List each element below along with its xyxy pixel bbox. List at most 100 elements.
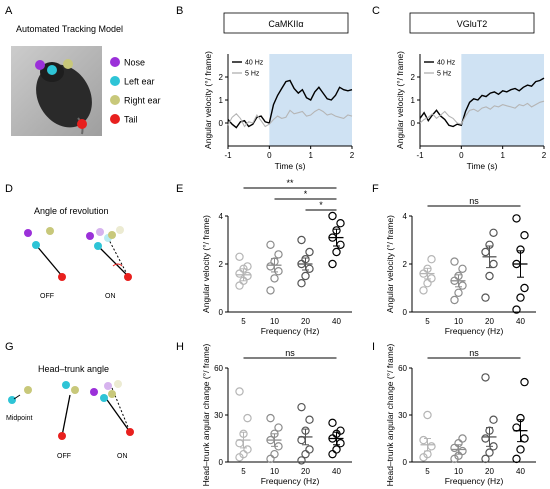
panel-label-e: E — [176, 183, 183, 195]
x-tick-label-1: 10 — [454, 317, 463, 326]
chart-b: CaMKIIα -1 0 1 2 0 1 2 Time (s) Angular velocity … — [203, 12, 355, 171]
point-0-2 — [427, 442, 436, 451]
x-tick-label-2: 1 — [308, 151, 313, 160]
panel-label-d: D — [5, 183, 13, 195]
y-tick-label-0: 0 — [219, 119, 224, 128]
point-2-3 — [481, 247, 490, 257]
stimulation-shade — [461, 54, 544, 146]
x-tick-label-1: 10 — [270, 467, 279, 476]
chart-f: 0 2 4 5 10 20 40 Frequency (Hz) Angular velocity… — [385, 196, 536, 336]
point-1-6 — [266, 413, 275, 423]
mouse-photo — [11, 46, 102, 136]
point-0-4 — [423, 410, 432, 420]
y-tick-label-0: 0 — [403, 458, 408, 467]
y-axis-label: Head–trunk angular change (°/ frame) — [201, 343, 211, 486]
title-box — [223, 12, 349, 34]
photo-right-ear-dot — [63, 59, 73, 69]
point-0-2 — [243, 445, 252, 454]
chart-h: 0 30 60 5 10 20 40 Frequency (Hz) Head–trunk ang… — [201, 343, 352, 486]
legend-label-3: Tail — [124, 115, 138, 125]
series-line-1 — [227, 108, 353, 128]
y-axis-label: Head–trunk angular change (°/ frame) — [385, 343, 395, 486]
point-0-6 — [235, 252, 244, 261]
y-tick-label-1: 30 — [214, 411, 223, 420]
point-3-5 — [336, 218, 345, 228]
series-line-0 — [227, 79, 353, 129]
legend-dot-1 — [110, 76, 120, 86]
point-1-6 — [450, 257, 459, 266]
point-1-6 — [266, 240, 275, 249]
x-axis-label: Time (s) — [467, 161, 498, 171]
x-tick-label-2: 1 — [500, 151, 505, 160]
panel-d-on-label: ON — [105, 293, 116, 300]
point-0-3 — [235, 269, 244, 278]
legend-label-1: Left ear — [124, 77, 155, 87]
panel-d-title: Angle of revolution — [34, 206, 109, 216]
x-axis-label: Frequency (Hz) — [261, 326, 320, 336]
x-tick-label-0: 5 — [425, 467, 430, 476]
point-3-2 — [336, 240, 345, 249]
midpoint-label: Midpoint — [6, 415, 33, 422]
panel-g-title: Head–trunk angle — [38, 364, 109, 374]
point-3-1 — [332, 445, 341, 454]
x-tick-label-3: 40 — [332, 467, 341, 476]
y-tick-label-0: 0 — [411, 119, 416, 128]
point-3-5 — [520, 377, 529, 387]
x-tick-label-2: 20 — [485, 467, 494, 476]
x-tick-label-3: 2 — [542, 151, 547, 160]
y-tick-label-2: 60 — [398, 364, 407, 373]
x-tick-label-2: 20 — [485, 317, 494, 326]
x-tick-label-2: 20 — [301, 317, 310, 326]
chart-title: VGluT2 — [457, 19, 488, 29]
point-3-1 — [516, 445, 525, 454]
panel-g-off-label: OFF — [57, 453, 71, 460]
x-tick-label-1: 0 — [267, 151, 272, 160]
series-line-0 — [419, 77, 545, 128]
x-tick-label-3: 2 — [350, 151, 355, 160]
point-2-6 — [297, 402, 306, 412]
x-tick-label-1: 0 — [459, 151, 464, 160]
y-tick-label-1: 2 — [403, 260, 408, 269]
point-1-1 — [270, 449, 279, 459]
chart-i: 0 30 60 5 10 20 40 Frequency (Hz) Head–trunk ang… — [385, 343, 536, 486]
y-tick-label-1: 1 — [219, 96, 224, 105]
chart-title: CaMKIIα — [268, 19, 303, 29]
keypoint-legend: Nose Left ear Right ear Tail — [110, 57, 161, 125]
legend-label-2: Right ear — [124, 96, 161, 106]
x-axis-label: Time (s) — [275, 161, 306, 171]
y-tick-label-0: 0 — [219, 308, 224, 317]
y-tick-label-2: 2 — [411, 73, 416, 82]
point-0-0 — [419, 286, 428, 295]
y-axis-label: Angular velocity (°/ frame) — [203, 51, 213, 149]
sig-label-0: ns — [469, 348, 479, 358]
point-3-1 — [516, 293, 525, 302]
x-axis-label: Frequency (Hz) — [261, 476, 320, 486]
point-2-5 — [489, 415, 498, 424]
point-3-0 — [512, 454, 521, 464]
panel-d-off-label: OFF — [40, 293, 54, 300]
point-0-5 — [427, 255, 436, 264]
panel-g-on-label: ON — [117, 453, 128, 460]
point-3-0 — [512, 305, 521, 314]
sig-label-0: ** — [286, 178, 294, 188]
point-1-1 — [270, 274, 279, 283]
point-1-5 — [274, 250, 283, 259]
angle-of-revolution-diagram — [24, 226, 132, 281]
point-3-5 — [520, 230, 529, 240]
point-2-3 — [481, 434, 490, 443]
point-2-1 — [301, 271, 310, 281]
point-3-0 — [328, 259, 337, 269]
legend-text-0: 40 Hz — [245, 60, 264, 67]
y-tick-label-2: 4 — [403, 212, 408, 221]
point-2-2 — [305, 264, 314, 273]
legend-dot-2 — [110, 95, 120, 105]
x-tick-label-0: -1 — [416, 151, 424, 160]
point-3-6 — [328, 418, 337, 428]
legend-text-1: 5 Hz — [437, 71, 452, 78]
point-0-5 — [243, 262, 252, 271]
point-1-3 — [266, 262, 275, 271]
point-2-2 — [489, 259, 498, 269]
sig-label-0: ns — [469, 196, 479, 206]
point-3-1 — [332, 247, 341, 257]
